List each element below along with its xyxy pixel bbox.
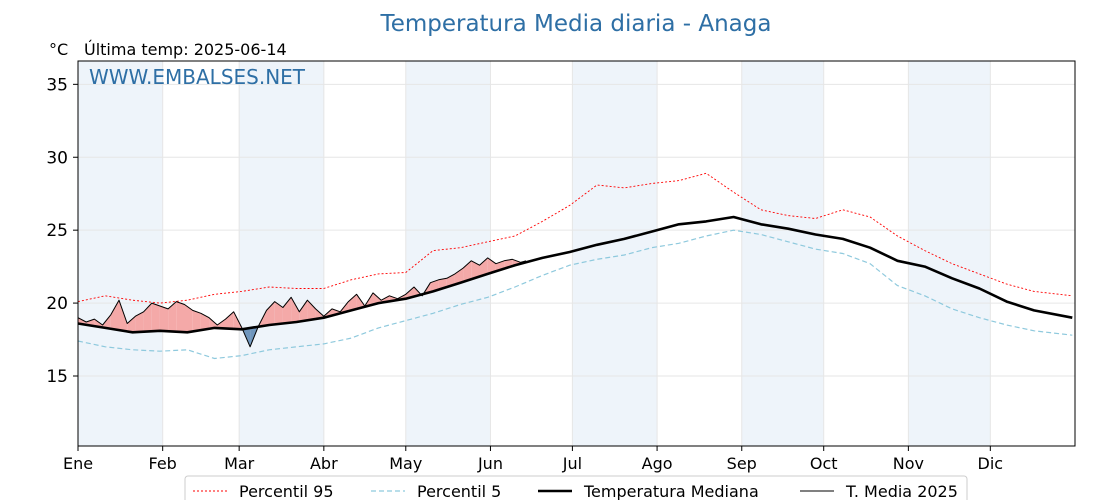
month-band-may	[406, 61, 491, 446]
y-tick-label: 25	[46, 221, 68, 241]
y-axis: 15 20 25 30 35	[46, 75, 78, 387]
above-median-fill	[193, 310, 201, 331]
above-median-fill	[226, 312, 234, 329]
y-tick-label: 35	[46, 75, 68, 95]
legend-label-p95: Percentil 95	[239, 482, 334, 500]
month-band-ene	[78, 61, 163, 446]
month-band-nov	[908, 61, 990, 446]
x-axis: Ene Feb Mar Abr May Jun Jul Ago Sep Oct Nov Dic	[63, 446, 1003, 473]
month-band-mar	[239, 61, 324, 446]
unit-label: °C	[49, 40, 68, 59]
x-tick-label: Ene	[63, 454, 93, 473]
x-tick-label: Ago	[642, 454, 673, 473]
above-median-fill	[176, 302, 184, 333]
month-band-sep	[742, 61, 824, 446]
x-tick-label: Jul	[562, 454, 582, 473]
y-tick-label: 15	[46, 367, 68, 387]
legend-label-median: Temperatura Mediana	[583, 482, 759, 500]
y-tick-label: 20	[46, 294, 68, 314]
x-tick-label: Mar	[224, 454, 255, 473]
x-tick-label: Sep	[727, 454, 757, 473]
x-tick-label: Dic	[978, 454, 1004, 473]
x-tick-label: Abr	[310, 454, 338, 473]
x-tick-label: Jun	[477, 454, 503, 473]
above-median-fill	[185, 305, 193, 333]
legend-label-p5: Percentil 5	[417, 482, 501, 500]
above-median-fill	[152, 303, 160, 331]
x-tick-label: Feb	[149, 454, 177, 473]
x-tick-label: Oct	[810, 454, 838, 473]
month-band-jul	[572, 61, 657, 446]
month-bands	[78, 61, 990, 446]
legend: Percentil 95 Percentil 5 Temperatura Media…	[185, 476, 967, 500]
last-temp-label: Última temp: 2025-06-14	[84, 40, 287, 59]
chart-title: Temperatura Media diaria - Anaga	[380, 11, 772, 37]
y-tick-label: 30	[46, 148, 68, 168]
above-median-fill	[160, 306, 168, 331]
x-tick-label: Nov	[893, 454, 924, 473]
above-median-fill	[168, 302, 176, 332]
legend-label-current: T. Media 2025	[845, 482, 958, 500]
watermark-text: WWW.EMBALSES.NET	[89, 65, 306, 89]
x-tick-label: May	[389, 454, 422, 473]
